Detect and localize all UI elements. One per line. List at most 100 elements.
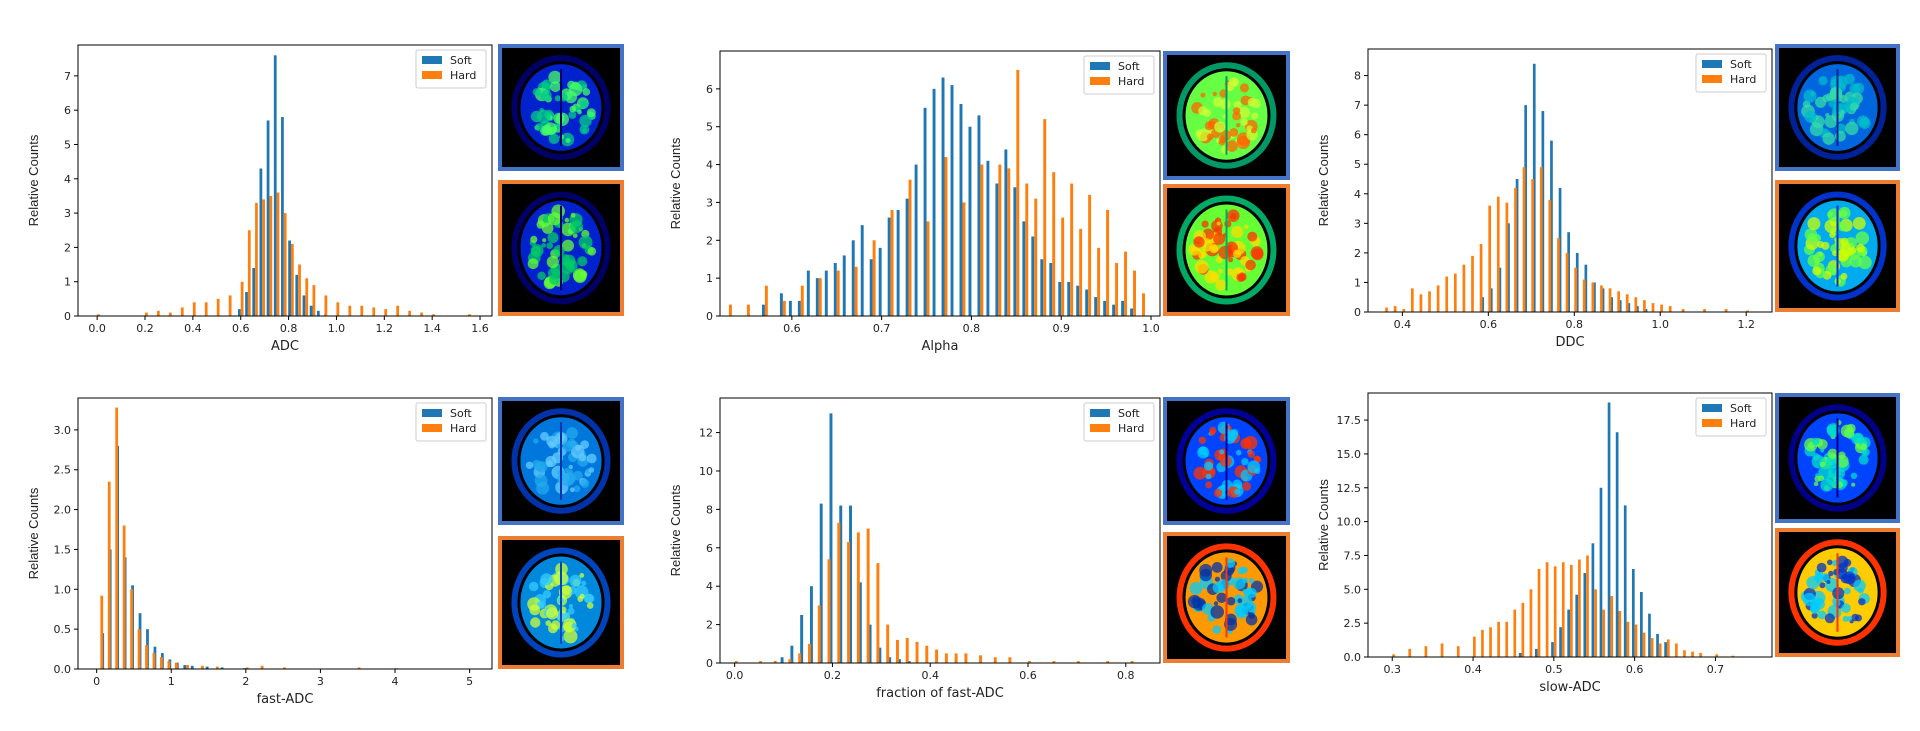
- chart-ddc: 0.4 0.6 0.8 1.0 1.2 0 1 2 3 4 5 6 7 8 DDC Relative Coun…: [1316, 48, 1773, 350]
- bar-hard-adc-13: [269, 195, 273, 316]
- soft-brain-image-ddc-texture: [1859, 117, 1871, 129]
- bar-hard-fraction_fast_adc-28: [1106, 661, 1110, 663]
- soft-brain-image-ddc-texture: [1824, 115, 1838, 128]
- hard-brain-image-adc-texture: [553, 245, 565, 257]
- thumbnails-ddc: [1775, 44, 1900, 312]
- bar-soft-ddc-1: [1489, 288, 1493, 312]
- hard-brain-image-fast_adc-texture: [556, 610, 569, 622]
- hard-brain-image-alpha-texture: [1217, 268, 1223, 274]
- hard-brain-image-fraction_fast_adc-texture: [1213, 601, 1219, 606]
- bar-soft-fraction_fast_adc-4: [819, 503, 823, 663]
- bar-soft-ddc-13: [1593, 282, 1596, 312]
- hard-brain-image-fraction_fast_adc-texture: [1245, 602, 1257, 613]
- bar-hard-fraction_fast_adc-10: [856, 532, 860, 663]
- soft-brain-image-fraction_fast_adc-texture: [1242, 481, 1252, 491]
- soft-brain-image-ddc-texture: [1803, 89, 1817, 103]
- bar-hard-ddc-16: [1522, 167, 1526, 312]
- bar-hard-slow_adc-16: [1561, 562, 1565, 657]
- bar-soft-alpha-14: [896, 210, 900, 316]
- hard-brain-image-ddc-texture: [1840, 237, 1849, 246]
- chart-slow_adc: 0.3 0.4 0.5 0.6 0.7 0.0 2.5 5.0 7.5 10.0 12.5 15.0 1…: [1316, 392, 1773, 695]
- xtick-label-ddc-2: 0.8: [1566, 318, 1584, 331]
- bar-hard-slow_adc-35: [1731, 655, 1735, 657]
- soft-brain-image-slow_adc-texture: [1835, 454, 1849, 468]
- bar-hard-fraction_fast_adc-29: [1130, 661, 1134, 663]
- xtick-label-ddc-3: 1.0: [1652, 318, 1670, 331]
- hard-brain-image-fast_adc-texture: [529, 604, 541, 616]
- hard-brain-image-ddc-texture: [1858, 255, 1872, 270]
- bar-hard-ddc-13: [1496, 196, 1500, 312]
- bar-soft-fraction_fast_adc-0: [780, 657, 784, 663]
- bar-hard-ddc-6: [1436, 285, 1440, 312]
- bar-soft-alpha-28: [1022, 221, 1026, 316]
- bar-hard-fraction_fast_adc-5: [808, 643, 811, 663]
- xtick-label-adc-4: 0.8: [280, 322, 298, 335]
- ytick-label-alpha-3: 3: [706, 196, 713, 209]
- hard-brain-image-slow_adc-texture: [1844, 587, 1851, 595]
- bar-soft-slow_adc-10: [1615, 432, 1619, 657]
- bar-hard-slow_adc-29: [1666, 639, 1670, 657]
- bar-soft-adc-2: [252, 267, 256, 316]
- bar-hard-alpha-12: [944, 157, 948, 316]
- thumbnails-slow_adc: [1775, 393, 1900, 657]
- ytick-label-slow_adc-0: 0.0: [1344, 651, 1362, 664]
- hard-brain-image-fast_adc-texture: [561, 585, 572, 596]
- bar-hard-fraction_fast_adc-19: [944, 653, 948, 663]
- ytick-label-fast_adc-3: 1.5: [54, 543, 72, 556]
- bar-hard-adc-5: [192, 302, 196, 316]
- soft-brain-image-fraction_fast_adc-texture: [1234, 488, 1241, 495]
- bar-hard-slow_adc-18: [1578, 559, 1581, 657]
- bar-soft-fraction_fast_adc-13: [907, 661, 911, 663]
- soft-brain-image-adc-texture: [568, 110, 577, 119]
- bar-hard-adc-27: [408, 310, 411, 316]
- bar-soft-ddc-7: [1541, 111, 1545, 312]
- soft-brain-image-adc-texture: [553, 112, 565, 124]
- hard-brain-image-slow_adc-texture: [1817, 610, 1827, 620]
- hard-brain-image-adc-texture: [564, 217, 570, 223]
- xtick-label-fast_adc-1: 1: [168, 675, 175, 688]
- hard-brain-image-fast_adc-texture: [571, 623, 577, 629]
- bar-soft-ddc-16: [1618, 300, 1622, 312]
- bar-hard-alpha-29: [1124, 251, 1128, 316]
- hard-brain-image-ddc-texture: [1807, 217, 1821, 231]
- bar-hard-alpha-30: [1133, 270, 1136, 316]
- bar-hard-fraction_fast_adc-2: [773, 661, 777, 663]
- legend-swatch-hard-ddc: [1702, 75, 1722, 83]
- bar-hard-fraction_fast_adc-18: [935, 649, 939, 663]
- x-axis-label-ddc: DDC: [1555, 335, 1584, 350]
- bar-soft-fast_adc-11: [183, 665, 187, 669]
- hard-brain-image-fraction_fast_adc-texture: [1187, 594, 1202, 609]
- soft-brain-image-alpha-texture: [1250, 127, 1257, 134]
- ytick-label-ddc-6: 6: [1354, 129, 1361, 142]
- bar-hard-fast_adc-3: [122, 525, 126, 669]
- bar-soft-alpha-25: [995, 183, 999, 316]
- bar-hard-adc-6: [204, 302, 208, 316]
- xtick-label-fraction_fast_adc-0: 0.0: [726, 669, 744, 682]
- ytick-label-fast_adc-1: 0.5: [54, 623, 72, 636]
- legend-label-soft-adc: Soft: [450, 54, 472, 67]
- bar-hard-slow_adc-22: [1610, 596, 1614, 657]
- bar-hard-alpha-0: [728, 304, 732, 316]
- bar-hard-slow_adc-27: [1650, 638, 1654, 657]
- bar-hard-ddc-28: [1625, 294, 1629, 312]
- bar-hard-alpha-21: [1052, 172, 1056, 316]
- bar-soft-slow_adc-0: [1518, 652, 1522, 657]
- hard-brain-image-adc-texture: [587, 247, 597, 256]
- ytick-label-fast_adc-6: 3.0: [54, 424, 72, 437]
- bar-hard-fraction_fast_adc-27: [1076, 661, 1080, 663]
- bar-soft-slow_adc-16: [1664, 642, 1667, 657]
- hard-brain-image-adc-texture: [577, 256, 588, 267]
- bar-hard-slow_adc-32: [1691, 651, 1694, 657]
- bar-hard-ddc-3: [1410, 288, 1414, 312]
- legend-swatch-hard-fraction_fast_adc: [1090, 424, 1110, 432]
- legend-swatch-soft-fast_adc: [422, 409, 442, 417]
- bar-soft-alpha-0: [761, 304, 765, 316]
- hard-brain-image-adc-texture: [570, 220, 583, 234]
- hard-brain-image-fast_adc-texture: [562, 618, 577, 632]
- bar-hard-ddc-17: [1531, 179, 1535, 312]
- ytick-label-slow_adc-2: 5.0: [1344, 583, 1362, 596]
- bar-soft-ddc-9: [1558, 187, 1562, 312]
- bar-hard-ddc-21: [1565, 252, 1569, 312]
- soft-brain-image-alpha-texture: [1235, 123, 1241, 128]
- bar-hard-slow_adc-11: [1521, 602, 1525, 657]
